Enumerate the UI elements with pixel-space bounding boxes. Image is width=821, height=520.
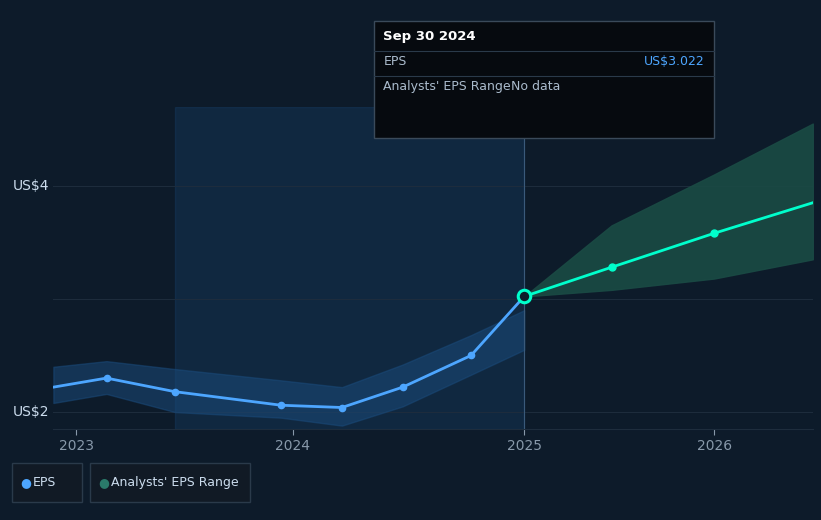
Text: US$4: US$4: [13, 179, 49, 193]
Text: EPS: EPS: [383, 55, 406, 68]
Text: Actual: Actual: [481, 87, 521, 100]
Text: Analysts Forecasts: Analysts Forecasts: [528, 87, 644, 100]
Text: US$3.022: US$3.022: [644, 55, 704, 68]
Text: Analysts' EPS Range: Analysts' EPS Range: [111, 476, 238, 489]
Text: US$2: US$2: [13, 405, 49, 419]
Text: Analysts' EPS Range: Analysts' EPS Range: [383, 80, 511, 93]
Text: EPS: EPS: [33, 476, 56, 489]
Text: ●: ●: [99, 476, 109, 489]
Text: No data: No data: [511, 80, 560, 93]
Text: ●: ●: [21, 476, 31, 489]
Text: Sep 30 2024: Sep 30 2024: [383, 30, 476, 43]
Bar: [175, 107, 525, 429]
